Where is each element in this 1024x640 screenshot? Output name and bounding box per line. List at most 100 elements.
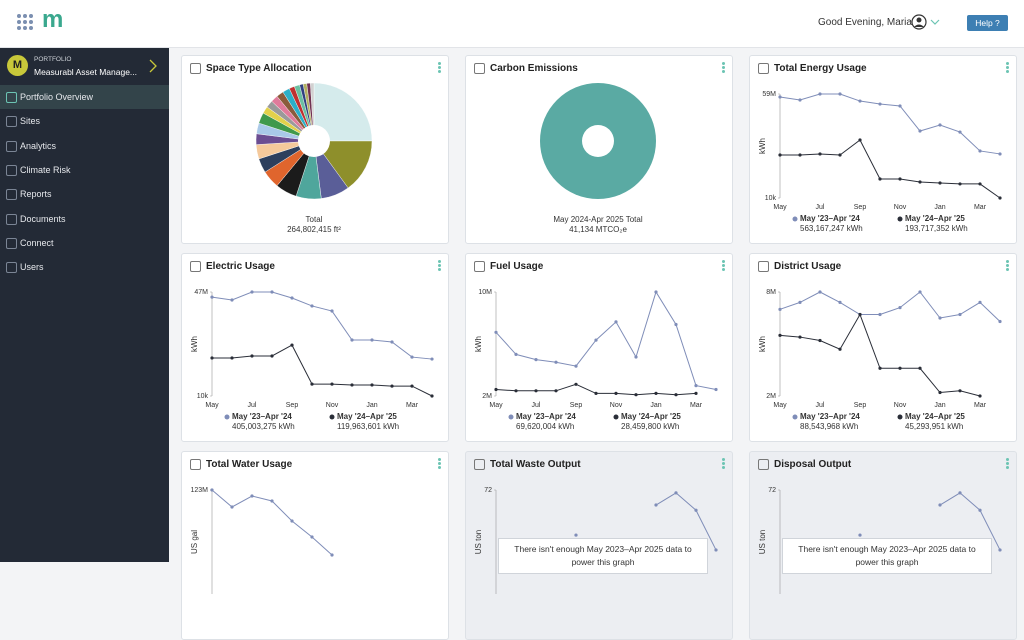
nav-icon xyxy=(6,164,17,176)
data-point xyxy=(370,338,374,342)
card-title: Disposal Output xyxy=(774,459,852,470)
data-point xyxy=(818,290,822,294)
data-point xyxy=(250,494,254,498)
x-tick-label: Nov xyxy=(326,402,339,409)
card-menu[interactable] xyxy=(1006,458,1009,470)
y-tick-label: 10k xyxy=(197,393,209,400)
user-menu[interactable] xyxy=(910,13,950,33)
logo[interactable]: m xyxy=(42,6,64,33)
data-point xyxy=(958,130,962,134)
data-point xyxy=(838,300,842,304)
legend-label: May '24–Apr '25 xyxy=(905,214,965,223)
x-tick-label: Mar xyxy=(974,402,987,409)
y-tick-label: 2M xyxy=(766,393,776,400)
apps-icon[interactable] xyxy=(14,9,44,39)
data-point xyxy=(250,354,254,358)
series-line xyxy=(495,290,717,390)
nav-item[interactable]: Sites xyxy=(0,109,169,133)
nav-item[interactable]: Analytics xyxy=(0,134,169,158)
chart-card: Fuel Usage kWh 10M 2M May Jul Sep Nov Jan Mar May … xyxy=(465,253,733,442)
y-axis-label: US ton xyxy=(758,530,767,554)
y-tick-label: 72 xyxy=(768,487,776,494)
data-point xyxy=(978,394,982,398)
help-button[interactable]: Help ? xyxy=(967,15,1008,31)
card-icon xyxy=(758,63,769,74)
card-menu[interactable] xyxy=(1006,260,1009,272)
data-point xyxy=(878,366,882,370)
data-point xyxy=(410,355,414,359)
data-point xyxy=(838,92,842,96)
y-tick-label: 10k xyxy=(765,195,777,202)
expand-icon[interactable] xyxy=(148,59,158,73)
account-name[interactable]: Measurabl Asset Manage... xyxy=(34,67,138,77)
series-line xyxy=(780,139,1001,199)
data-point xyxy=(210,488,214,492)
nav-item[interactable]: Users xyxy=(0,255,169,279)
data-point xyxy=(494,387,498,392)
x-tick-label: Sep xyxy=(854,402,867,409)
card-menu[interactable] xyxy=(438,260,441,272)
pie-hole xyxy=(582,125,614,157)
data-point xyxy=(614,391,618,395)
card-icon xyxy=(474,261,485,272)
data-point xyxy=(858,138,862,142)
card-menu[interactable] xyxy=(438,458,441,470)
data-point xyxy=(534,358,538,362)
data-point xyxy=(270,290,274,294)
data-point xyxy=(290,343,294,347)
data-point xyxy=(778,95,782,99)
data-point xyxy=(290,296,294,300)
menu-dot xyxy=(438,268,441,271)
data-point xyxy=(410,384,414,388)
nav-item[interactable]: Reports xyxy=(0,182,169,206)
card-menu[interactable] xyxy=(722,62,725,74)
legend-swatch xyxy=(613,414,619,420)
data-point xyxy=(534,389,538,393)
data-point xyxy=(918,180,922,184)
nav-icon xyxy=(6,213,17,225)
data-point xyxy=(350,338,354,342)
pie-hole xyxy=(298,125,330,157)
total-label: Total xyxy=(306,215,323,224)
card-title: Fuel Usage xyxy=(490,261,544,272)
data-point xyxy=(958,312,962,317)
menu-dot xyxy=(722,466,725,469)
card-menu[interactable] xyxy=(722,260,725,272)
y-axis-label: kWh xyxy=(758,336,767,352)
menu-dot xyxy=(438,458,441,461)
menu-dot xyxy=(1006,458,1009,461)
data-point xyxy=(958,389,962,393)
data-point xyxy=(778,307,782,311)
y-axis-label: US gal xyxy=(190,530,199,554)
series-line xyxy=(939,492,1001,551)
section-label: PORTFOLIO xyxy=(34,56,72,63)
legend-total: 405,003,275 kWh xyxy=(232,422,295,431)
x-tick-label: May xyxy=(773,402,787,409)
menu-dot xyxy=(722,458,725,461)
data-point xyxy=(594,391,598,395)
data-point xyxy=(310,382,314,386)
nav-item[interactable]: Climate Risk xyxy=(0,158,169,182)
chart-card: District Usage kWh 8M 2M May Jul Sep Nov Jan Mar M… xyxy=(749,253,1017,442)
y-tick-label: 123M xyxy=(190,487,208,494)
nav-item[interactable]: Portfolio Overview xyxy=(0,85,169,109)
data-point xyxy=(878,312,882,317)
data-point xyxy=(798,153,802,157)
nav-item[interactable]: Connect xyxy=(0,231,169,255)
series-line xyxy=(211,291,433,360)
y-tick-label: 59M xyxy=(762,91,776,98)
card-icon xyxy=(758,459,769,470)
data-point xyxy=(878,177,882,181)
nav-item[interactable]: Documents xyxy=(0,207,169,231)
menu-dot xyxy=(722,66,725,69)
card-menu[interactable] xyxy=(722,458,725,470)
legend-swatch xyxy=(792,414,798,420)
card-title: Total Water Usage xyxy=(206,459,293,470)
card-menu[interactable] xyxy=(1006,62,1009,74)
data-point xyxy=(978,300,982,304)
data-point xyxy=(514,389,518,393)
avatar: M xyxy=(7,55,28,76)
card-menu[interactable] xyxy=(438,62,441,74)
legend-swatch xyxy=(897,414,903,420)
data-point xyxy=(654,503,658,507)
